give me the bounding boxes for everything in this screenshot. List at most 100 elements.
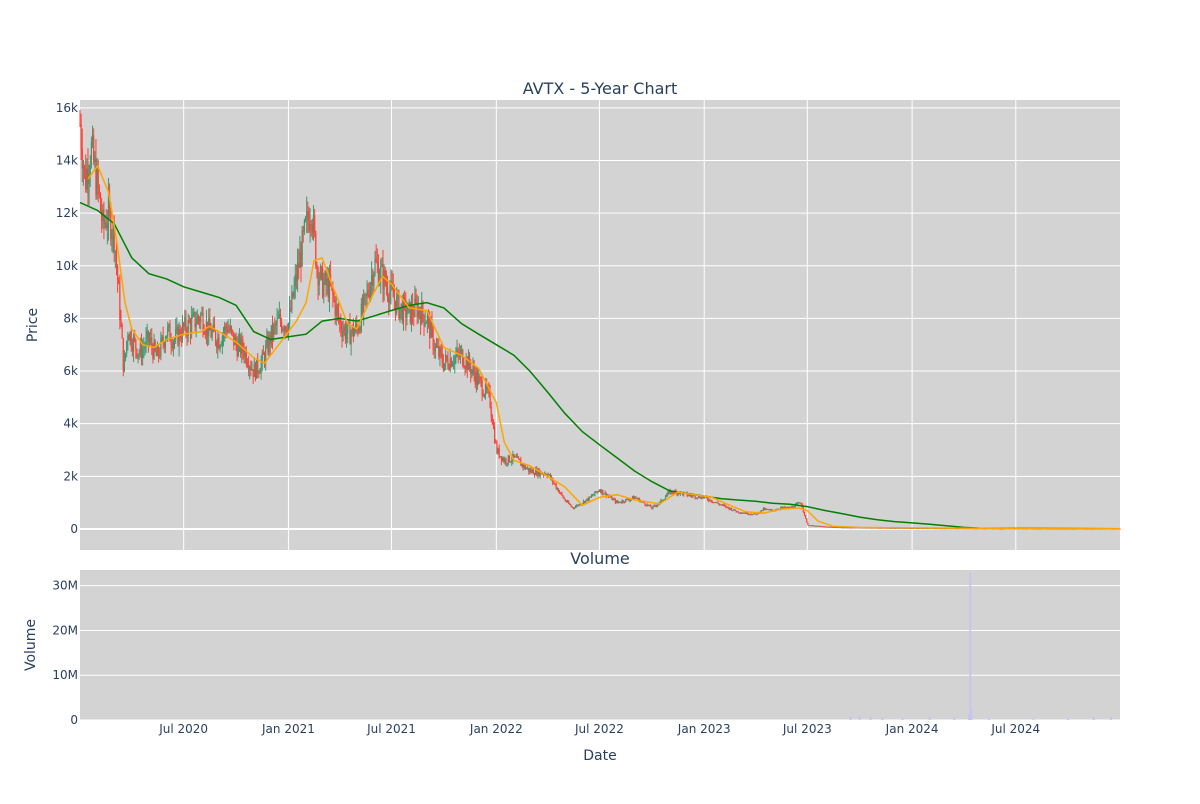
candle-body <box>399 307 401 319</box>
candle-body <box>730 508 733 511</box>
candle-body <box>97 167 99 188</box>
candle-body <box>507 455 509 464</box>
candle-body <box>402 297 405 322</box>
candle-body <box>159 355 161 357</box>
candle-body <box>528 467 530 472</box>
candle-body <box>836 527 839 529</box>
candle-body <box>581 503 583 505</box>
candle-body <box>113 221 115 252</box>
candle-body <box>799 502 801 504</box>
candle-body <box>849 527 851 529</box>
candle-body <box>498 448 500 457</box>
candle-body <box>408 301 410 304</box>
candle-body <box>517 456 520 459</box>
candle-body <box>564 499 566 501</box>
candle-body <box>619 502 621 504</box>
candle-body <box>634 497 636 499</box>
candle-body <box>105 222 107 229</box>
candle-body <box>822 526 824 528</box>
candle-body <box>181 323 184 340</box>
volume-bar <box>953 717 956 720</box>
candle-body <box>152 347 154 359</box>
candle-body <box>131 346 133 352</box>
candle-body <box>253 363 255 377</box>
candle-body <box>790 507 792 509</box>
candle-body <box>176 326 178 330</box>
candle-body <box>838 527 840 529</box>
candle-body <box>413 314 415 317</box>
candle-body <box>646 504 648 506</box>
candle-body <box>687 495 689 497</box>
price-tick-label: 12k <box>56 206 78 220</box>
date-axis-label: Date <box>583 748 616 764</box>
date-tick-label: Jul 2021 <box>366 722 416 736</box>
candle-body <box>400 303 402 308</box>
candle-body <box>443 363 446 370</box>
candle-body <box>281 322 283 331</box>
candle-body <box>191 317 193 334</box>
candle-body <box>471 370 473 374</box>
candle-body <box>322 268 324 298</box>
candle-body <box>480 377 482 381</box>
candle-body <box>742 512 744 514</box>
volume-bar <box>1067 718 1070 720</box>
candle-body <box>732 510 734 512</box>
candle-body <box>819 525 822 527</box>
candle-body <box>169 324 171 342</box>
candle-body <box>756 514 758 516</box>
candle-body <box>171 344 173 349</box>
candle-body <box>147 330 149 342</box>
candle-body <box>570 504 572 507</box>
volume-bar <box>968 714 971 720</box>
price-tick-label: 10k <box>56 259 78 273</box>
candle-body <box>301 230 303 267</box>
candle-body <box>666 495 668 497</box>
candle-body <box>430 321 432 339</box>
candle-body <box>522 463 524 468</box>
candle-body <box>295 274 298 281</box>
candle-body <box>753 513 755 515</box>
candle-body <box>432 328 434 350</box>
volume-tick-label: 0 <box>70 713 78 727</box>
candle-body <box>357 327 359 333</box>
candle-body <box>834 527 836 529</box>
candle-body <box>611 496 613 500</box>
candle-body <box>455 354 457 357</box>
candle-body <box>475 372 478 385</box>
candle-body <box>541 473 544 475</box>
candle-body <box>548 474 550 476</box>
short-moving-average-line <box>87 164 1121 530</box>
candle-body <box>651 507 653 509</box>
candle-body <box>393 297 395 301</box>
candle-body <box>206 321 209 337</box>
candle-body <box>238 336 241 342</box>
candle-body <box>712 502 714 504</box>
candle-body <box>366 290 368 296</box>
candle-body <box>800 503 802 505</box>
candle-body <box>470 366 472 374</box>
candle-body <box>419 313 422 325</box>
candle-body <box>397 292 399 296</box>
candle-body <box>515 456 517 458</box>
volume-bar <box>1092 717 1095 720</box>
candle-body <box>484 383 487 395</box>
candle-body <box>449 358 451 370</box>
candle-body <box>345 333 348 339</box>
candle-body <box>418 307 421 314</box>
candle-body <box>104 222 106 224</box>
candle-body <box>722 504 725 506</box>
candle-body <box>768 509 770 511</box>
price-plot-background <box>80 100 1120 550</box>
candle-body <box>745 512 747 514</box>
candle-body <box>633 496 635 499</box>
candle-body <box>746 512 749 515</box>
candle-body <box>115 251 118 267</box>
candle-body <box>833 526 835 528</box>
candle-body <box>715 502 717 504</box>
date-tick-label: Jan 2022 <box>469 722 523 736</box>
candle-body <box>826 526 828 528</box>
candle-body <box>91 135 94 143</box>
volume-bar <box>869 716 872 720</box>
candle-body <box>161 336 163 339</box>
candle-body <box>80 124 82 149</box>
